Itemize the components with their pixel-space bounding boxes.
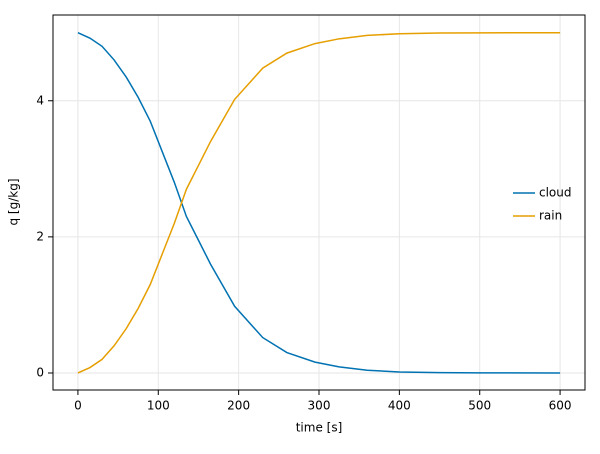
line [77, 32, 561, 374]
legend-label: cloud [539, 186, 572, 200]
x-tick-label: 600 [549, 399, 572, 413]
x-axis-label: time [s] [296, 421, 343, 435]
y-tick-label: 4 [36, 93, 44, 107]
plot-frame [52, 14, 586, 391]
y-axis-label: q [g/kg] [7, 178, 21, 225]
x-tick-label: 300 [308, 399, 331, 413]
x-tick-label: 400 [388, 399, 411, 413]
x-tick-label: 0 [74, 399, 82, 413]
x-tick-label: 200 [227, 399, 250, 413]
y-tick-label: 2 [36, 229, 44, 243]
y-tick-label: 0 [36, 365, 44, 379]
legend-label: rain [539, 209, 562, 223]
x-tick-label: 500 [468, 399, 491, 413]
line [77, 31, 561, 374]
x-tick-label: 100 [147, 399, 170, 413]
